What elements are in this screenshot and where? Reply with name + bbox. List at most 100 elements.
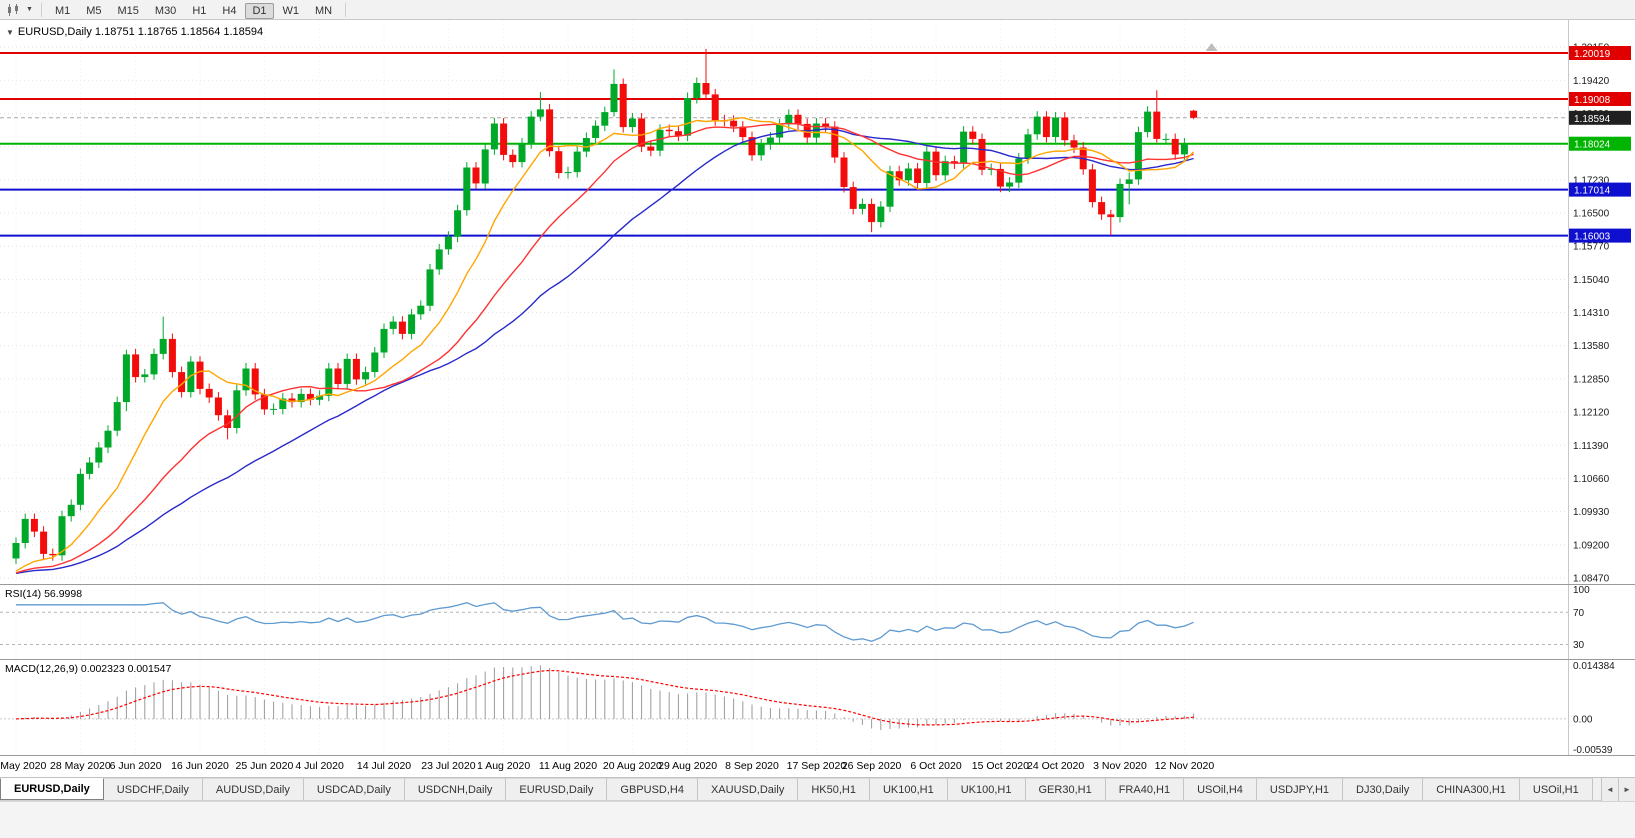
timeframe-group: M1 M5 M15 M30 H1 H4 D1 W1 MN — [47, 1, 340, 19]
timeframe-button-d1[interactable]: D1 — [245, 2, 274, 19]
chart-tab-xauusd-daily[interactable]: XAUUSD,Daily — [697, 778, 799, 800]
date-label: 6 Oct 2020 — [910, 760, 962, 772]
macd-header: MACD(12,26,9) 0.002323 0.001547 — [5, 663, 172, 675]
macd-grid — [0, 660, 1568, 755]
main-price-chart[interactable]: 1.201501.194201.186901.179601.172301.165… — [0, 20, 1635, 584]
toolbar-separator — [40, 2, 42, 17]
svg-text:1.20019: 1.20019 — [1574, 49, 1611, 60]
date-label: 6 Jun 2020 — [109, 760, 162, 772]
chart-tab-usoil-h1[interactable]: USOil,H1 — [1519, 778, 1593, 800]
chart-tab-eurusd-daily[interactable]: EURUSD,Daily — [0, 778, 104, 800]
price-grid — [0, 20, 1568, 584]
date-label: 25 Jun 2020 — [235, 760, 294, 772]
svg-text:0.00: 0.00 — [1573, 714, 1593, 725]
date-label: 12 Nov 2020 — [1154, 760, 1215, 772]
svg-text:1.17014: 1.17014 — [1574, 186, 1611, 197]
chart-tab-audusd-daily[interactable]: AUDUSD,Daily — [202, 778, 304, 800]
svg-text:1.15770: 1.15770 — [1573, 242, 1610, 253]
chart-tab-dj30-daily[interactable]: DJ30,Daily — [1343, 778, 1424, 800]
rsi-chart[interactable]: 100 70 30 — [0, 585, 1635, 659]
chart-tab-uk100-h1[interactable]: UK100,H1 — [947, 778, 1026, 800]
candles — [12, 48, 1198, 564]
date-label: 8 Sep 2020 — [725, 760, 779, 772]
rsi-line — [16, 602, 1194, 642]
chart-tab-gbpusd-h4[interactable]: GBPUSD,H4 — [607, 778, 698, 800]
timeframe-button-m1[interactable]: M1 — [54, 4, 71, 17]
date-label: 3 Nov 2020 — [1093, 760, 1147, 772]
main-chart-panel: 1.201501.194201.186901.179601.172301.165… — [0, 20, 1635, 584]
svg-text:0.014384: 0.014384 — [1573, 661, 1615, 672]
svg-text:1.08470: 1.08470 — [1573, 574, 1610, 585]
chart-type-dropdown-icon[interactable]: ▼ — [26, 6, 33, 13]
chart-tab-usdjpy-h1[interactable]: USDJPY,H1 — [1256, 778, 1344, 800]
timeframe-button-w1[interactable]: W1 — [282, 4, 300, 17]
tab-scroll-left-icon[interactable]: ◄ — [1601, 778, 1618, 801]
macd-chart[interactable]: 0.014384 0.00 -0.00539 — [0, 660, 1635, 755]
svg-text:30: 30 — [1573, 640, 1585, 651]
toolbar: ▼ M1 M5 M15 M30 H1 H4 D1 W1 MN — [0, 0, 1635, 20]
svg-text:1.10660: 1.10660 — [1573, 474, 1610, 485]
date-label: 20 Aug 2020 — [602, 760, 662, 772]
svg-text:1.18594: 1.18594 — [1574, 114, 1611, 125]
rsi-axis: 100 70 30 — [1568, 585, 1590, 659]
chart-tab-usoil-h4[interactable]: USOil,H4 — [1184, 778, 1257, 800]
svg-text:1.15040: 1.15040 — [1573, 275, 1610, 286]
date-label: 29 Aug 2020 — [658, 760, 718, 772]
chart-tab-usdcad-daily[interactable]: USDCAD,Daily — [303, 778, 405, 800]
date-label: 1 Aug 2020 — [477, 760, 531, 772]
symbol-dropdown-icon[interactable]: ▼ — [6, 28, 14, 37]
svg-text:100: 100 — [1573, 585, 1590, 596]
timeframe-button-h4[interactable]: H4 — [222, 4, 237, 17]
macd-panel: 0.014384 0.00 -0.00539 MACD(12,26,9) 0.002… — [0, 660, 1635, 756]
chart-tab-eurusd-daily[interactable]: EURUSD,Daily — [506, 778, 608, 800]
rsi-grid — [0, 585, 1568, 659]
toolbar-separator — [345, 2, 347, 17]
macd-axis: 0.014384 0.00 -0.00539 — [1568, 660, 1615, 755]
chart-tab-ger30-h1[interactable]: GER30,H1 — [1025, 778, 1106, 800]
macd-signal-line — [15, 669, 1194, 726]
date-label: 17 Sep 2020 — [786, 760, 847, 772]
timeframe-button-m5[interactable]: M5 — [86, 4, 102, 17]
date-label: 15 Oct 2020 — [971, 760, 1029, 772]
tab-scroll-right-icon[interactable]: ► — [1618, 778, 1635, 801]
chart-tab-fra40-h1[interactable]: FRA40,H1 — [1105, 778, 1185, 800]
moving-average-lines — [15, 116, 1195, 575]
chart-tabs-bar: EURUSD,Daily USDCHF,Daily AUDUSD,Daily USDC… — [0, 778, 1635, 801]
date-label: 16 Jun 2020 — [171, 760, 229, 772]
timeframe-button-h1[interactable]: H1 — [192, 4, 207, 17]
svg-text:1.09200: 1.09200 — [1573, 540, 1610, 551]
timeframe-button-m30[interactable]: M30 — [154, 4, 177, 17]
svg-text:1.12120: 1.12120 — [1573, 408, 1610, 419]
timeframe-button-mn[interactable]: MN — [315, 4, 333, 17]
date-label: 28 May 2020 — [50, 760, 111, 772]
chart-type-icon[interactable] — [4, 2, 23, 18]
svg-text:1.17230: 1.17230 — [1573, 175, 1610, 186]
date-label: 23 Jul 2020 — [421, 760, 476, 772]
symbol-ohlc-text: EURUSD,Daily 1.18751 1.18765 1.18564 1.1… — [17, 26, 264, 38]
chart-tab-usdchf-daily[interactable]: USDCHF,Daily — [103, 778, 203, 800]
svg-text:-0.00539: -0.00539 — [1573, 745, 1613, 755]
status-bar — [0, 801, 1635, 838]
timeframe-button-m15[interactable]: M15 — [117, 4, 139, 17]
svg-text:1.19420: 1.19420 — [1573, 76, 1610, 87]
svg-text:1.14310: 1.14310 — [1573, 308, 1610, 319]
chart-tab-china300-h1[interactable]: CHINA300,H1 — [1423, 778, 1520, 800]
chart-tab-hk50-h1[interactable]: HK50,H1 — [798, 778, 870, 800]
rsi-header: RSI(14) 56.9998 — [5, 588, 83, 600]
candlestick-glyph — [8, 3, 18, 16]
horizontal-level-lines — [0, 52, 1568, 237]
chart-tab-uk100-h1[interactable]: UK100,H1 — [869, 778, 948, 800]
symbol-header: ▼ EURUSD,Daily 1.18751 1.18765 1.18564 1.… — [6, 26, 263, 38]
svg-text:1.11390: 1.11390 — [1573, 441, 1609, 452]
chart-tab-usdcnh-daily[interactable]: USDCNH,Daily — [404, 778, 507, 800]
svg-text:1.18024: 1.18024 — [1574, 140, 1611, 151]
svg-text:1.13580: 1.13580 — [1573, 341, 1610, 352]
date-label: 4 Jul 2020 — [295, 760, 344, 772]
macd-histogram — [24, 665, 1195, 731]
svg-text:1.16500: 1.16500 — [1573, 209, 1610, 220]
svg-text:1.16003: 1.16003 — [1574, 232, 1611, 243]
date-label: 19 May 2020 — [0, 760, 47, 772]
svg-text:1.12850: 1.12850 — [1573, 374, 1610, 385]
